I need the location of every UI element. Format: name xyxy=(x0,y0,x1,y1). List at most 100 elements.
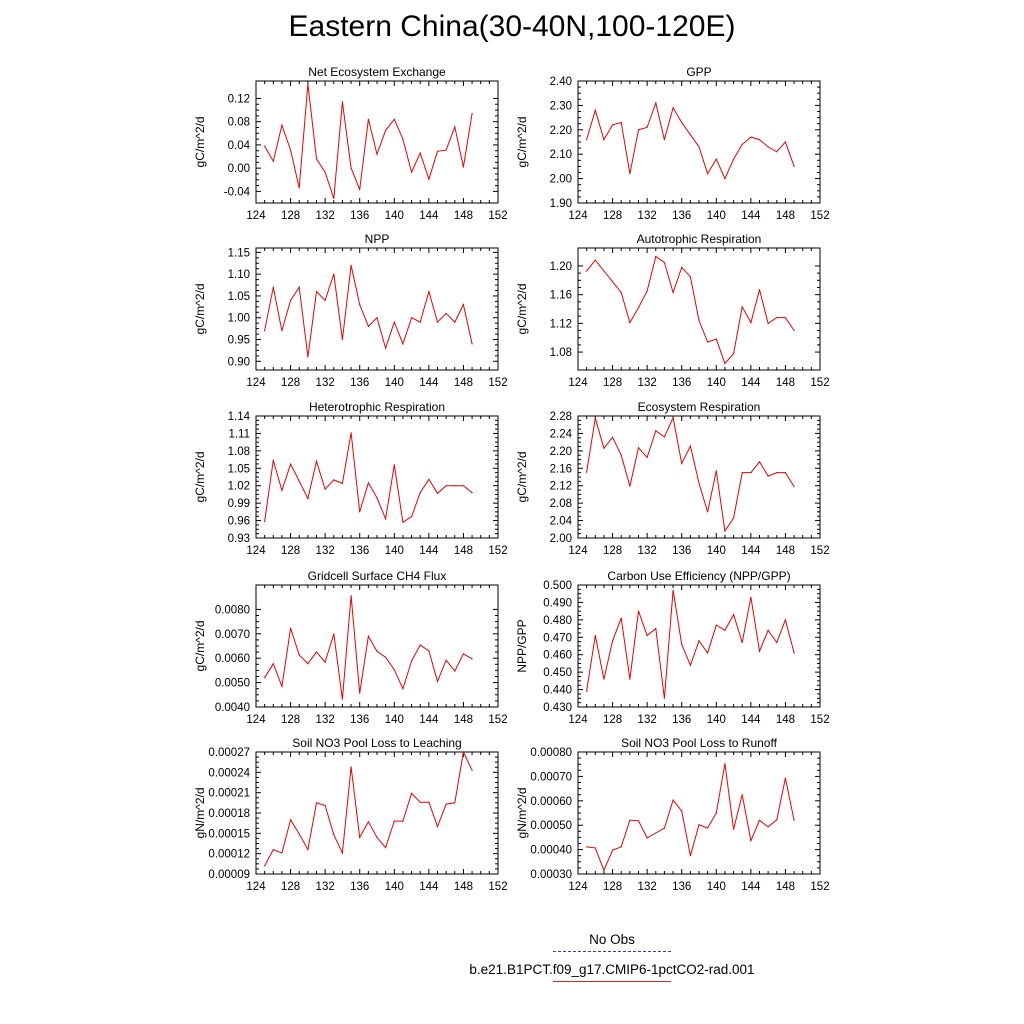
x-tick-label: 128 xyxy=(281,545,300,557)
data-point xyxy=(689,134,692,136)
x-tick-label: 136 xyxy=(350,545,369,557)
data-point xyxy=(663,261,666,263)
y-tick-label: 0.460 xyxy=(543,650,572,662)
data-point xyxy=(612,281,614,283)
data-point xyxy=(707,827,709,829)
y-tick-label: 0.08 xyxy=(228,117,250,129)
y-tick-label: 0.00021 xyxy=(208,788,250,800)
data-point xyxy=(411,792,413,794)
data-point xyxy=(367,482,369,484)
x-tick-label: 148 xyxy=(454,377,473,389)
data-point xyxy=(307,83,309,85)
data-point xyxy=(272,663,274,665)
data-point xyxy=(445,485,447,487)
x-tick-label: 144 xyxy=(419,210,439,222)
data-point xyxy=(629,485,631,487)
data-point xyxy=(419,644,421,646)
data-point xyxy=(586,846,588,848)
data-point xyxy=(784,317,787,319)
y-tick-label: 0.0080 xyxy=(215,604,250,616)
data-point xyxy=(637,820,640,822)
y-tick-label: 2.40 xyxy=(550,76,572,88)
x-tick-label: 132 xyxy=(638,210,657,222)
panel-title: Autotrophic Respiration xyxy=(637,232,762,246)
data-point xyxy=(264,865,266,867)
data-point xyxy=(402,521,404,523)
x-tick-label: 140 xyxy=(385,881,404,893)
data-point xyxy=(603,869,605,871)
y-tick-label: 2.00 xyxy=(550,533,572,545)
y-tick-label: 0.0060 xyxy=(215,653,250,665)
data-point xyxy=(646,837,648,839)
data-point xyxy=(350,167,352,169)
data-point xyxy=(307,849,309,851)
data-point xyxy=(767,629,769,631)
data-point xyxy=(733,352,735,355)
y-tick-label: 0.00060 xyxy=(530,796,572,808)
x-tick-label: 140 xyxy=(707,545,726,557)
panel-title: Net Ecosystem Exchange xyxy=(308,65,446,79)
x-tick-label: 132 xyxy=(638,377,657,389)
series-line xyxy=(586,590,795,699)
data-point xyxy=(341,698,343,700)
x-tick-label: 136 xyxy=(672,545,691,557)
data-point xyxy=(715,812,717,814)
data-point xyxy=(724,629,726,631)
y-tick-label: 0.90 xyxy=(228,356,250,368)
data-point xyxy=(594,847,596,849)
data-point xyxy=(324,804,326,807)
data-point xyxy=(393,464,395,466)
data-point xyxy=(341,338,343,341)
y-tick-label: 0.00015 xyxy=(208,828,250,840)
x-tick-label: 144 xyxy=(419,881,439,893)
y-tick-label: 1.08 xyxy=(228,446,250,458)
x-tick-label: 124 xyxy=(568,377,588,389)
data-point xyxy=(290,149,292,151)
data-point xyxy=(594,417,596,419)
data-point xyxy=(637,610,640,612)
data-point xyxy=(586,690,588,692)
data-point xyxy=(341,852,343,854)
data-point xyxy=(594,634,596,637)
x-tick-label: 128 xyxy=(603,881,622,893)
data-point xyxy=(629,173,631,175)
x-tick-label: 136 xyxy=(350,377,369,389)
series-line xyxy=(264,83,473,199)
data-point xyxy=(672,107,674,109)
data-point xyxy=(350,264,352,266)
data-point xyxy=(767,475,769,477)
data-point xyxy=(707,652,709,654)
y-tick-label: 0.95 xyxy=(228,335,250,347)
data-point xyxy=(784,619,787,621)
x-tick-label: 140 xyxy=(707,210,726,222)
data-point xyxy=(471,769,473,771)
x-tick-label: 152 xyxy=(488,377,507,389)
data-point xyxy=(290,819,292,821)
x-tick-label: 144 xyxy=(741,377,761,389)
data-point xyxy=(315,651,318,653)
data-point xyxy=(281,685,283,687)
data-point xyxy=(603,139,605,141)
data-point xyxy=(637,447,640,449)
x-tick-label: 124 xyxy=(246,714,266,726)
x-tick-label: 148 xyxy=(454,714,473,726)
data-point xyxy=(741,472,743,474)
data-point xyxy=(393,118,395,120)
x-tick-label: 128 xyxy=(603,545,622,557)
y-tick-label: 2.20 xyxy=(550,125,572,137)
x-tick-label: 136 xyxy=(350,881,369,893)
data-point xyxy=(393,669,395,671)
x-tick-label: 148 xyxy=(454,881,473,893)
data-point xyxy=(655,832,657,834)
data-point xyxy=(672,589,674,591)
data-point xyxy=(402,688,404,690)
data-point xyxy=(681,121,683,124)
data-point xyxy=(776,151,778,153)
x-tick-label: 152 xyxy=(810,881,829,893)
data-point xyxy=(672,417,674,419)
data-point xyxy=(758,289,761,291)
data-point xyxy=(672,291,674,294)
x-tick-label: 136 xyxy=(672,881,691,893)
x-tick-label: 132 xyxy=(638,545,657,557)
y-axis-label: gC/m^2/d xyxy=(193,284,207,335)
